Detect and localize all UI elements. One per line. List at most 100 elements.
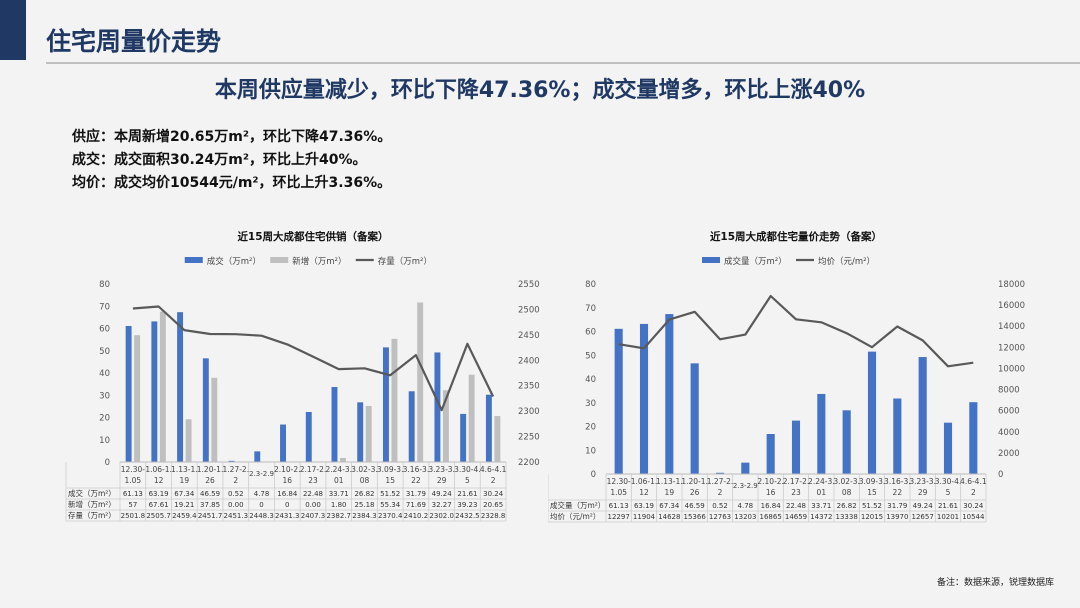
table-cell: 2432.5 (455, 512, 480, 520)
y-right-tick: 18000 (998, 280, 1025, 290)
summary-deal: 成交：成交面积30.24万m²，环比上升40%。 (72, 152, 367, 168)
y-right-tick: 2450 (518, 331, 540, 341)
table-row-label: 新增（万m²） (68, 499, 116, 509)
table-cell: 26.82 (354, 490, 374, 498)
bar (280, 424, 286, 462)
category-label: 26 (690, 488, 700, 497)
y-right-tick: 2250 (518, 433, 540, 443)
bar (382, 347, 389, 462)
table-cell: 63.19 (634, 502, 654, 510)
y-right-tick: 2300 (518, 407, 540, 417)
category-label: 08 (842, 488, 852, 497)
y-left-tick: 70 (99, 302, 110, 312)
bar (228, 460, 235, 462)
y-right-tick: 2400 (518, 356, 540, 366)
y-right-tick: 6000 (998, 407, 1020, 417)
table-cell: 49.24 (913, 502, 934, 510)
title-accent-bar (0, 0, 26, 60)
y-right-tick: 2000 (998, 449, 1020, 459)
category-label: 2.24-3. (325, 465, 352, 474)
bar (357, 402, 364, 462)
category-label: 5 (465, 476, 470, 485)
bar (614, 328, 623, 474)
bar (151, 321, 158, 462)
y-right-tick: 2550 (518, 280, 540, 290)
category-label: 29 (437, 476, 447, 485)
table-cell: 2384.3 (352, 512, 377, 520)
table-cell: 51.52 (862, 502, 882, 510)
y-left-tick: 70 (585, 304, 596, 314)
bar (134, 335, 141, 462)
category-label: 2.3-2.9 (249, 470, 274, 478)
supply-sales-chart: 近15周大成都住宅供销（备案）成交（万m²） 新增（万m²） 存量（万m²）0102… (65, 230, 540, 522)
table-cell: 12297 (608, 513, 630, 521)
bar (125, 325, 132, 462)
bar (969, 402, 978, 474)
category-label: 2 (491, 476, 496, 485)
y-left-tick: 40 (585, 375, 596, 385)
table-cell: 57 (128, 501, 137, 509)
y-left-tick: 10 (99, 436, 110, 446)
table-cell: 31.79 (887, 502, 907, 510)
category-label: 2.10-2. (757, 477, 784, 486)
bar (331, 386, 338, 462)
table-cell: 19.21 (174, 501, 194, 509)
table-cell: 49.24 (432, 490, 453, 498)
table-cell: 2505.7 (146, 512, 171, 520)
category-label: 2.17-2. (300, 465, 327, 474)
table-cell: 55.34 (380, 501, 401, 509)
table-cell: 16.84 (277, 490, 298, 498)
table-cell: 10544 (962, 513, 985, 521)
category-label: 2 (971, 488, 976, 497)
bar (305, 411, 312, 462)
table-cell: 67.61 (149, 501, 169, 509)
y-left-tick: 50 (585, 351, 596, 361)
y-left-tick: 50 (99, 347, 110, 357)
table-cell: 2382.7 (326, 512, 351, 520)
bar (842, 410, 851, 474)
table-cell: 46.59 (685, 502, 705, 510)
category-label: 12 (639, 488, 649, 497)
bar (867, 351, 877, 474)
table-cell: 71.69 (406, 501, 426, 509)
table-cell: 2451.7 (198, 512, 223, 520)
table-cell: 51.52 (380, 490, 400, 498)
y-left-tick: 0 (591, 470, 596, 480)
category-label: 26 (205, 476, 215, 485)
category-label: 01 (817, 488, 827, 497)
category-label: 01 (334, 476, 344, 485)
bar (918, 357, 927, 474)
y-left-tick: 30 (99, 391, 110, 401)
table-cell: 21.61 (457, 490, 477, 498)
table-row-label: 均价（元/m²） (550, 511, 600, 521)
y-right-tick: 8000 (998, 386, 1020, 396)
table-cell: 2407.3 (301, 512, 326, 520)
bar (791, 420, 801, 474)
series-line (618, 294, 974, 368)
legend-label: 成交量（万m²） (724, 256, 787, 267)
table-cell: 2370.4 (378, 512, 403, 520)
table-cell: 2451.3 (224, 512, 249, 520)
table-cell: 39.23 (457, 501, 477, 509)
category-label: 1.05 (610, 488, 627, 497)
category-label: 16 (766, 488, 776, 497)
table-cell: 14628 (658, 513, 680, 521)
table-cell: 2431.3 (275, 512, 300, 520)
series-line (132, 305, 495, 412)
table-cell: 2302.0 (429, 512, 454, 520)
summary-list: 供应：本周新增20.65万m²，环比下降47.36%。 成交：成交面积30.24… (72, 126, 391, 195)
category-label: 2 (233, 476, 238, 485)
table-cell: 30.24 (963, 502, 984, 510)
table-cell: 63.19 (149, 490, 169, 498)
y-right-tick: 2200 (518, 458, 540, 468)
category-label: 19 (665, 488, 675, 497)
category-label: 29 (918, 488, 928, 497)
headline: 本周供应量减少，环比下降47.36%；成交量增多，环比上涨40% (214, 78, 866, 103)
summary-price: 均价：成交均价10544元/m²，环比上升3.36%。 (72, 175, 392, 191)
bar (434, 352, 441, 462)
table-cell: 2448.3 (249, 512, 273, 520)
category-label: 1.20-1. (681, 477, 708, 486)
category-label: 1.13-1. (171, 465, 198, 474)
y-left-tick: 20 (99, 414, 110, 424)
table-cell: 22.48 (786, 502, 806, 510)
